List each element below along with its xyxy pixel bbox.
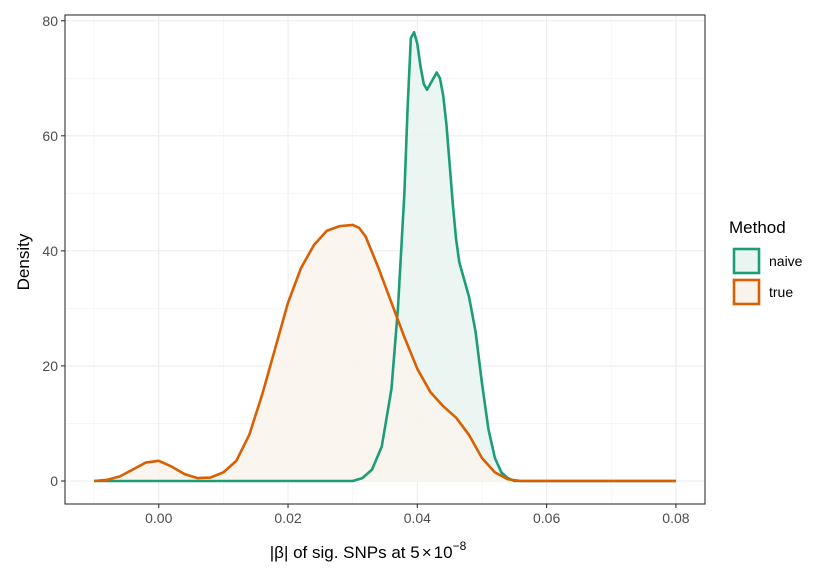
legend-key-naive [732,247,761,275]
y-tick-label: 0 [50,473,58,489]
legend-title: Method [729,218,786,237]
legend: Method naive true [729,218,803,306]
density-area-true [94,224,676,481]
x-tick-label: 0.00 [145,510,172,526]
y-tick-label: 80 [42,13,58,29]
legend-label-naive: naive [769,253,803,269]
x-axis-title-times: × [422,543,432,562]
y-tick-label: 20 [42,358,58,374]
y-tick-label: 40 [42,243,58,259]
density-areas [94,32,676,481]
x-tick-label: 0.06 [533,510,560,526]
legend-key-true [732,278,761,306]
x-tick-label: 0.08 [662,510,689,526]
density-line-naive [94,30,676,483]
density-lines [93,30,676,483]
density-line-true [93,223,676,483]
panel-border [64,14,706,505]
x-tick-label: 0.04 [404,510,431,526]
y-axis-title: Density [14,233,33,290]
x-tick-label: 0.02 [274,510,301,526]
y-axis-ticks: 0 20 40 60 80 [42,13,65,489]
legend-label-true: true [769,284,793,300]
x-axis-title: |β| of sig. SNPs at 5 × 10−8 [270,539,467,562]
y-tick-label: 60 [42,128,58,144]
x-axis-title-prefix: |β| of sig. SNPs at 5 [270,543,420,562]
x-axis-ticks: 0.00 0.02 0.04 0.06 0.08 [145,504,690,526]
x-axis-title-exponent: −8 [453,539,467,553]
x-axis-title-base: 10 [434,543,453,562]
